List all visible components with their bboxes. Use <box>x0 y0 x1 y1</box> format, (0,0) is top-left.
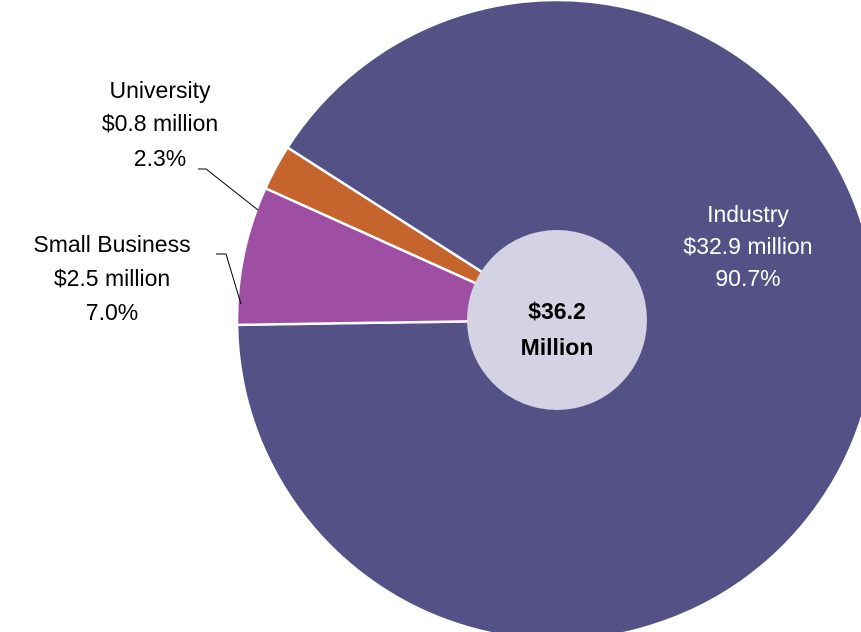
industry-label-percent: 90.7% <box>715 265 780 291</box>
small-business-label-value: $2.5 million <box>54 265 170 291</box>
center-total-value: $36.2 <box>528 298 586 324</box>
university-label-percent: 2.3% <box>134 145 186 171</box>
small-business-leader-line <box>216 253 242 305</box>
university-leader-line <box>198 168 259 211</box>
university-label-name: University <box>110 77 211 103</box>
small-business-label-name: Small Business <box>33 231 190 257</box>
industry-label-value: $32.9 million <box>683 233 812 259</box>
center-total-unit: Million <box>521 334 594 360</box>
center-total-disc <box>467 230 647 410</box>
university-label-value: $0.8 million <box>102 110 218 136</box>
small-business-label-percent: 7.0% <box>86 299 138 325</box>
industry-label-name: Industry <box>707 201 789 227</box>
pie-slice-industry <box>235 0 861 632</box>
